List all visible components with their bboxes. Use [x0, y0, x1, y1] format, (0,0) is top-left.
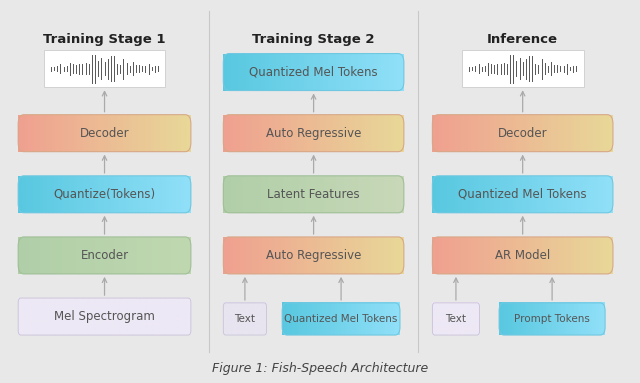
Text: Auto Regressive: Auto Regressive	[266, 127, 362, 140]
Text: Text: Text	[234, 314, 255, 324]
Text: Quantized Mel Tokens: Quantized Mel Tokens	[250, 65, 378, 79]
Text: Encoder: Encoder	[81, 249, 129, 262]
Text: Quantized Mel Tokens: Quantized Mel Tokens	[284, 314, 398, 324]
Text: Inference: Inference	[487, 33, 558, 46]
Text: Text: Text	[445, 314, 467, 324]
Text: Quantize(Tokens): Quantize(Tokens)	[54, 188, 156, 201]
Text: Quantized Mel Tokens: Quantized Mel Tokens	[458, 188, 587, 201]
Text: Latent Features: Latent Features	[268, 188, 360, 201]
Text: Mel Spectrogram: Mel Spectrogram	[54, 310, 155, 323]
Text: AR Model: AR Model	[495, 249, 550, 262]
Text: Decoder: Decoder	[498, 127, 547, 140]
Text: Training Stage 1: Training Stage 1	[44, 33, 166, 46]
Text: Auto Regressive: Auto Regressive	[266, 249, 362, 262]
FancyBboxPatch shape	[44, 50, 165, 87]
Text: Prompt Tokens: Prompt Tokens	[514, 314, 590, 324]
Text: Figure 1: Fish-Speech Architecture: Figure 1: Fish-Speech Architecture	[212, 362, 428, 375]
FancyBboxPatch shape	[462, 50, 584, 87]
Text: Decoder: Decoder	[80, 127, 129, 140]
Text: Training Stage 2: Training Stage 2	[252, 33, 375, 46]
